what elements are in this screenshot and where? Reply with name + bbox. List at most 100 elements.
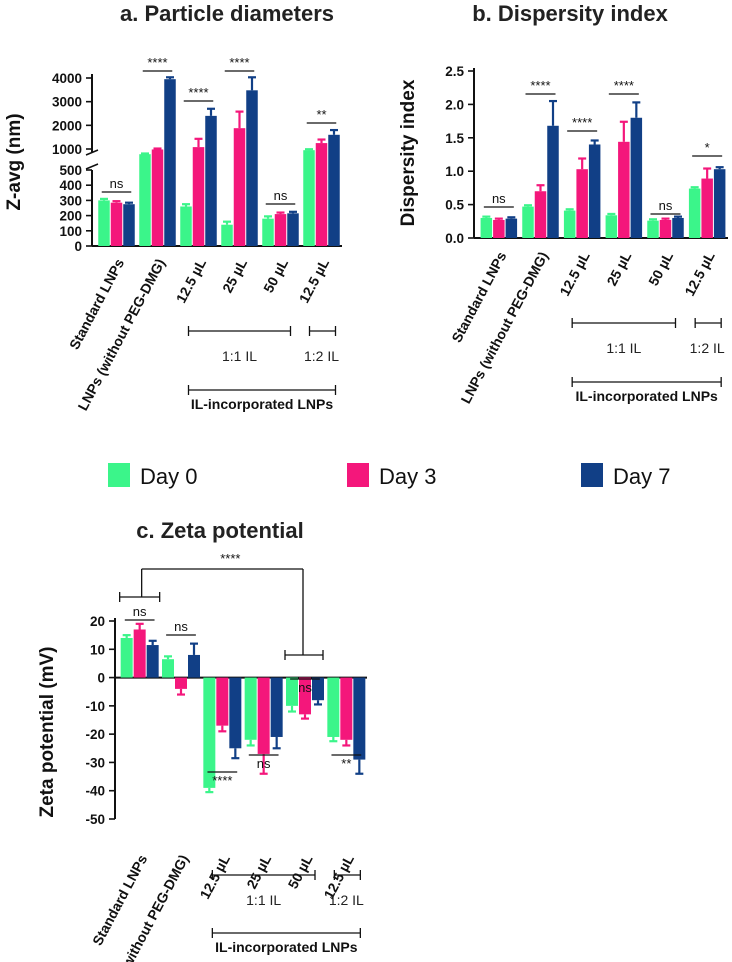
overall-significance-label: **** [220, 551, 240, 566]
chart-a-particle-diameters: 01002003004005001000200030004000Standard… [52, 55, 342, 413]
legend: Day 0 Day 3 Day 7 [108, 463, 670, 489]
bar-day3-1 [534, 191, 547, 238]
y-tick-label: 2.5 [445, 64, 464, 79]
bar-day0-4 [286, 677, 298, 706]
bar-day7-0 [146, 645, 159, 678]
group-label-1to1-il: 1:1 IL [606, 340, 641, 356]
bar-day3-2 [576, 169, 588, 238]
bar-day3-1 [151, 149, 164, 246]
category-label: 12.5 µL [681, 249, 718, 299]
bar-day7-4 [672, 217, 684, 238]
significance-label: ** [316, 107, 326, 122]
bar-day3-5 [340, 677, 353, 740]
y-tick-label: 300 [59, 193, 82, 208]
group-label-1to1-il: 1:1 IL [222, 348, 257, 364]
bar-day3-3 [233, 128, 246, 246]
group-label-1to2-il: 1:2 IL [304, 348, 339, 364]
significance-label: ns [298, 680, 312, 695]
group-label-1to2-il: 1:2 IL [329, 892, 364, 908]
group-label-il-incorporated: IL-incorporated LNPs [575, 388, 718, 404]
bar-day7-3 [270, 677, 283, 737]
chart-c-title: c. Zeta potential [136, 518, 303, 543]
bar-day7-3 [246, 90, 258, 246]
group-label-1to2-il: 1:2 IL [690, 340, 725, 356]
y-tick-label: 0 [74, 239, 82, 254]
chart-a-ylabel: Z-avg (nm) [4, 113, 25, 210]
y-tick-label: -50 [85, 812, 105, 827]
significance-label: ns [659, 198, 673, 213]
bar-day7-4 [312, 677, 324, 701]
category-label: 50 µL [260, 256, 291, 296]
chart-c-ylabel: Zeta potential (mV) [37, 646, 58, 817]
axis-break-mark [85, 163, 99, 170]
category-label: 12.5 µL [296, 256, 333, 306]
y-tick-label: 2000 [52, 118, 82, 133]
legend-label-day7: Day 7 [613, 464, 670, 489]
category-label: 12.5 µL [196, 852, 233, 902]
category-label: 25 µL [219, 256, 250, 296]
y-tick-label: 4000 [52, 71, 82, 86]
bar-day3-1 [175, 677, 187, 689]
axis-break-mark [85, 149, 99, 156]
bar-day0-3 [221, 224, 233, 246]
significance-label: **** [530, 78, 550, 93]
y-tick-label: 0.0 [445, 231, 464, 246]
bar-day0-2 [203, 677, 216, 788]
y-tick-label: 3000 [52, 95, 82, 110]
bar-day0-3 [244, 677, 257, 740]
significance-label: * [705, 140, 710, 155]
significance-label: **** [147, 55, 167, 70]
y-tick-label: 1.0 [445, 164, 464, 179]
y-tick-label: 10 [90, 642, 105, 657]
y-tick-label: 20 [90, 614, 105, 629]
bar-day3-3 [618, 141, 630, 238]
legend-swatch-day0 [108, 463, 130, 487]
category-label: 12.5 µL [556, 249, 593, 299]
legend-label-day3: Day 3 [379, 464, 436, 489]
category-label: 12.5 µL [173, 256, 210, 306]
bar-day0-0 [98, 200, 110, 246]
bar-day7-2 [588, 144, 601, 238]
y-tick-label: 400 [59, 178, 82, 193]
category-label: 25 µL [603, 249, 634, 289]
y-tick-label: 200 [59, 209, 82, 224]
significance-label: ** [341, 756, 351, 771]
legend-swatch-day7 [581, 463, 603, 487]
group-label-1to1-il: 1:1 IL [246, 892, 281, 908]
y-tick-label: -40 [85, 784, 105, 799]
category-label: 25 µL [243, 852, 274, 892]
y-tick-label: -10 [85, 699, 105, 714]
bar-day3-0 [133, 629, 146, 678]
y-tick-label: 0.5 [445, 198, 464, 213]
bar-day7-2 [229, 677, 242, 749]
chart-b-title: b. Dispersity index [472, 1, 668, 26]
bar-day0-3 [605, 215, 618, 238]
bar-day7-5 [353, 677, 366, 760]
bar-day0-5 [688, 188, 701, 238]
bar-day7-5 [713, 169, 726, 238]
y-tick-label: 1.5 [445, 131, 464, 146]
y-tick-label: -20 [85, 727, 105, 742]
significance-label: ns [274, 188, 288, 203]
bar-day3-3 [257, 677, 270, 754]
bar-day0-1 [139, 154, 151, 246]
bar-day3-2 [192, 147, 205, 246]
significance-label: ns [110, 176, 124, 191]
bar-day7-0 [123, 204, 135, 246]
significance-label: ns [492, 191, 506, 206]
bar-day7-1 [547, 125, 559, 238]
y-tick-label: 100 [59, 224, 82, 239]
bar-day7-1 [164, 79, 176, 246]
bar-day7-3 [630, 117, 643, 238]
bar-day3-4 [274, 214, 287, 246]
bar-day0-0 [120, 637, 133, 678]
significance-label: ns [133, 604, 147, 619]
bar-day3-5 [701, 178, 713, 238]
bar-day0-4 [262, 218, 274, 246]
category-label: 50 µL [285, 852, 316, 892]
significance-label: **** [212, 773, 232, 788]
y-tick-label: -30 [85, 755, 105, 770]
group-label-il-incorporated: IL-incorporated LNPs [215, 939, 358, 955]
